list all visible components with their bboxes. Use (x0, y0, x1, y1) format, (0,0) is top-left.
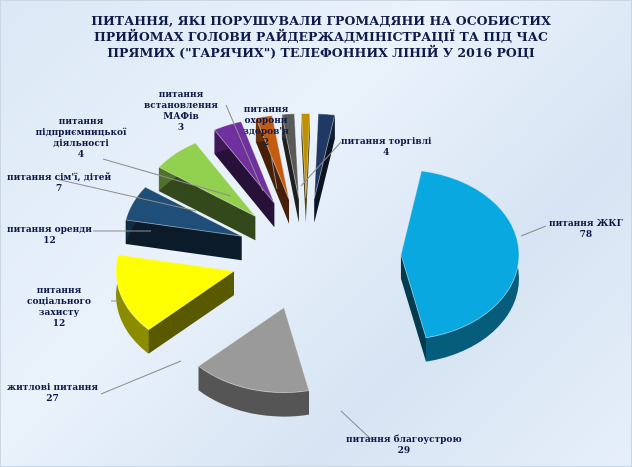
slice-top-face (115, 254, 236, 331)
pie-slice-0 (400, 170, 520, 362)
leader-line-5 (55, 178, 197, 212)
slice-side-face (158, 167, 256, 241)
label-sots-zakhyst: питання соціального захисту 12 (27, 286, 91, 329)
slice-top-face (313, 113, 336, 199)
label-pidpryiemnytska: питання підприємницької діяльності 4 (35, 117, 127, 160)
slice-side-face (255, 118, 290, 224)
label-blagoustriy: питання благоустрою 29 (346, 435, 462, 456)
leader-line-1 (340, 410, 374, 442)
slice-outer-face (198, 366, 310, 417)
leader-line-0 (520, 225, 547, 237)
slice-side-face (400, 254, 427, 362)
pie-slice-2 (115, 254, 236, 354)
pie-slice-3 (125, 186, 242, 261)
label-zhkg: питання ЖКГ 78 (549, 219, 623, 240)
pie-slice-7 (281, 113, 300, 223)
label-maf: питання встановлення МАФів 3 (144, 90, 218, 133)
slice-side-face (214, 129, 275, 228)
slice-top-face (125, 186, 242, 237)
chart-title: ПИТАННЯ, ЯКІ ПОРУШУВАЛИ ГРОМАДЯНИ НА ОСО… (91, 13, 551, 60)
label-simyi: питання сім'ї, дітей 7 (7, 173, 112, 194)
pie-slice-4 (158, 142, 256, 241)
slice-top-face (301, 113, 311, 199)
label-torhivlia: питання торгівлі 4 (341, 137, 432, 158)
pie-slice-1 (197, 306, 310, 417)
slice-side-face (125, 219, 242, 261)
pie-slice-8 (301, 113, 311, 223)
label-zhytlovi: житлові питання 27 (7, 383, 98, 404)
leader-line-2 (100, 360, 182, 395)
slice-side-face (281, 114, 299, 223)
slice-side-face (314, 115, 335, 223)
label-orenda: питання оренди 12 (7, 225, 92, 246)
slice-top-face (400, 170, 520, 339)
leader-line-8 (270, 154, 278, 190)
slice-top-face (158, 142, 256, 217)
leader-line-7 (225, 104, 264, 192)
pie-slice-6 (255, 115, 290, 224)
slice-top-face (255, 115, 290, 200)
slice-outer-face (116, 254, 149, 354)
leader-line-9 (300, 141, 342, 187)
slice-top-face (197, 306, 310, 393)
leader-line-6 (102, 158, 232, 197)
pie-slice-9 (313, 113, 336, 223)
label-okhorona: питання охорони здоров'я 2 (243, 105, 289, 148)
slice-top-face (281, 113, 300, 199)
